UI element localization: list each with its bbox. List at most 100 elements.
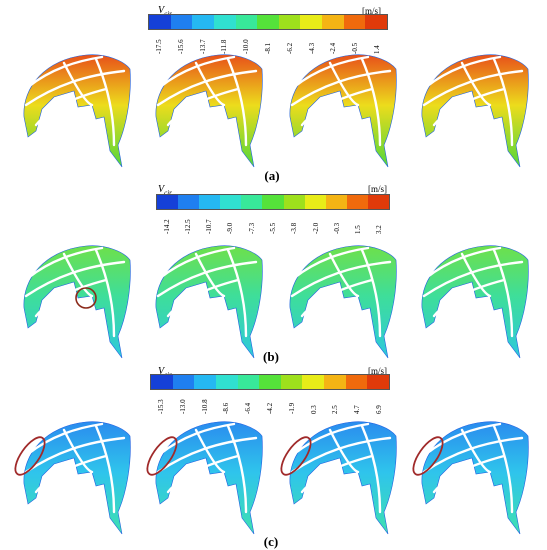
colorbar-segment — [220, 195, 242, 209]
highlight-ellipse — [146, 436, 178, 476]
colorbar-unit: [m/s] — [368, 184, 387, 194]
colorbar-ticks: -15.3 -13.0 -10.8 -8.6 -6.4 -4.2 -1.9 0.3 2.5 4.7… — [150, 392, 390, 416]
impeller-contour — [412, 421, 529, 535]
colorbar-segment — [365, 15, 388, 29]
colorbar-tick-label: -9.0 — [226, 222, 235, 234]
colorbar-unit: [m/s] — [368, 366, 387, 376]
colorbar-segment — [343, 15, 366, 29]
impeller-blade — [226, 57, 248, 147]
impeller-contour — [155, 245, 263, 359]
impeller-blade — [328, 61, 360, 107]
impeller-blade — [432, 87, 506, 127]
impeller-contour — [14, 421, 131, 535]
colorbar-segment — [324, 375, 346, 389]
impeller-blade — [300, 278, 374, 318]
panel-a: Vcir [m/s] -17.5 -15.6 -13.7 -11.8 -10.0 -8.1… — [0, 0, 547, 185]
impeller-blade — [156, 436, 258, 474]
colorbar-segment — [304, 195, 326, 209]
colorbar-tick-label: 0.3 — [309, 405, 318, 414]
impeller-blade — [292, 422, 370, 456]
colorbar-tick-label: -8.6 — [222, 402, 231, 414]
impeller-blade — [492, 424, 514, 514]
impeller-blade — [460, 252, 492, 298]
impeller-blade — [94, 57, 116, 147]
colorbar-tick-label: -12.5 — [183, 219, 192, 234]
colorbar-segment — [300, 15, 323, 29]
colorbar-tick-label: -7.3 — [247, 222, 256, 234]
colorbar-segment — [280, 375, 303, 389]
impeller-blade — [24, 436, 126, 474]
colorbar-segment — [367, 195, 390, 209]
impeller-blade — [424, 55, 502, 89]
impeller-blade — [292, 55, 370, 89]
colorbar-tick-label: -14.2 — [162, 219, 171, 234]
impeller-blade — [360, 424, 382, 514]
colorbar-segment — [215, 375, 238, 389]
impeller-blade — [34, 87, 108, 127]
colorbar-segment — [241, 195, 263, 209]
impeller-blade — [432, 454, 506, 494]
colorbar-tick-label: 2.5 — [331, 405, 340, 414]
impeller-blade — [62, 252, 94, 298]
impeller-blade — [360, 248, 382, 338]
colorbar-segment — [283, 195, 305, 209]
impeller-blade — [292, 246, 370, 280]
panel-caption: (b) — [263, 349, 279, 364]
impeller-blade — [166, 87, 240, 127]
impeller-blade — [328, 252, 360, 298]
highlight-ellipse — [412, 436, 444, 476]
colorbar-tick-label: 1.5 — [354, 225, 363, 234]
impeller-blade — [290, 69, 392, 107]
impeller-blade — [460, 428, 492, 474]
colorbar-title: Vcir — [158, 184, 172, 197]
impeller-blade — [158, 55, 236, 89]
impeller-blade — [26, 246, 104, 280]
colorbar-tick-label: -10.7 — [205, 219, 214, 234]
colorbar — [156, 194, 390, 210]
impeller-blade — [94, 424, 116, 514]
highlight-ellipse — [14, 436, 46, 476]
impeller-row — [0, 414, 547, 535]
colorbar — [150, 374, 390, 390]
colorbar-segment — [346, 195, 368, 209]
impeller-blade — [158, 422, 236, 456]
colorbar-segment — [192, 15, 214, 29]
colorbar-tick-label: -4.2 — [266, 402, 274, 414]
colorbar-segment — [151, 375, 173, 389]
highlight-ellipse — [280, 436, 312, 476]
panel-caption: (c) — [263, 534, 279, 549]
impeller-blade — [226, 424, 248, 514]
impeller-blade — [194, 428, 226, 474]
colorbar-tick-label: -10.8 — [200, 399, 209, 414]
impeller-contour — [23, 245, 131, 359]
colorbar-segment — [257, 15, 279, 29]
colorbar-tick-label: -2.0 — [311, 222, 320, 234]
colorbar-tick-label: -13.0 — [178, 399, 187, 414]
impeller-contour — [155, 54, 263, 168]
impeller-row — [0, 47, 547, 169]
colorbar-tick-label: 4.7 — [353, 405, 362, 414]
impeller-blade — [24, 69, 126, 107]
impeller-blade — [166, 278, 240, 318]
impeller-blade — [360, 57, 382, 147]
impeller-blade — [26, 422, 104, 456]
colorbar-tick-label: -0.3 — [332, 222, 341, 234]
impeller-blade — [226, 248, 248, 338]
colorbar-segment — [170, 15, 193, 29]
colorbar-segment — [259, 375, 281, 389]
impeller-blade — [492, 57, 514, 147]
colorbar-segment — [199, 195, 221, 209]
colorbar-segment — [278, 15, 301, 29]
colorbar-segment — [235, 15, 258, 29]
impeller-contour — [421, 245, 529, 359]
impeller-blade — [424, 246, 502, 280]
impeller-blade — [158, 246, 236, 280]
impeller-blade — [422, 260, 524, 298]
highlight-circle — [75, 287, 97, 309]
colorbar-segment — [302, 375, 325, 389]
impeller-blade — [34, 278, 108, 318]
impeller-blade — [156, 69, 258, 107]
impeller-blade — [166, 454, 240, 494]
colorbar-segment — [322, 15, 344, 29]
panel-caption: (a) — [264, 168, 280, 183]
